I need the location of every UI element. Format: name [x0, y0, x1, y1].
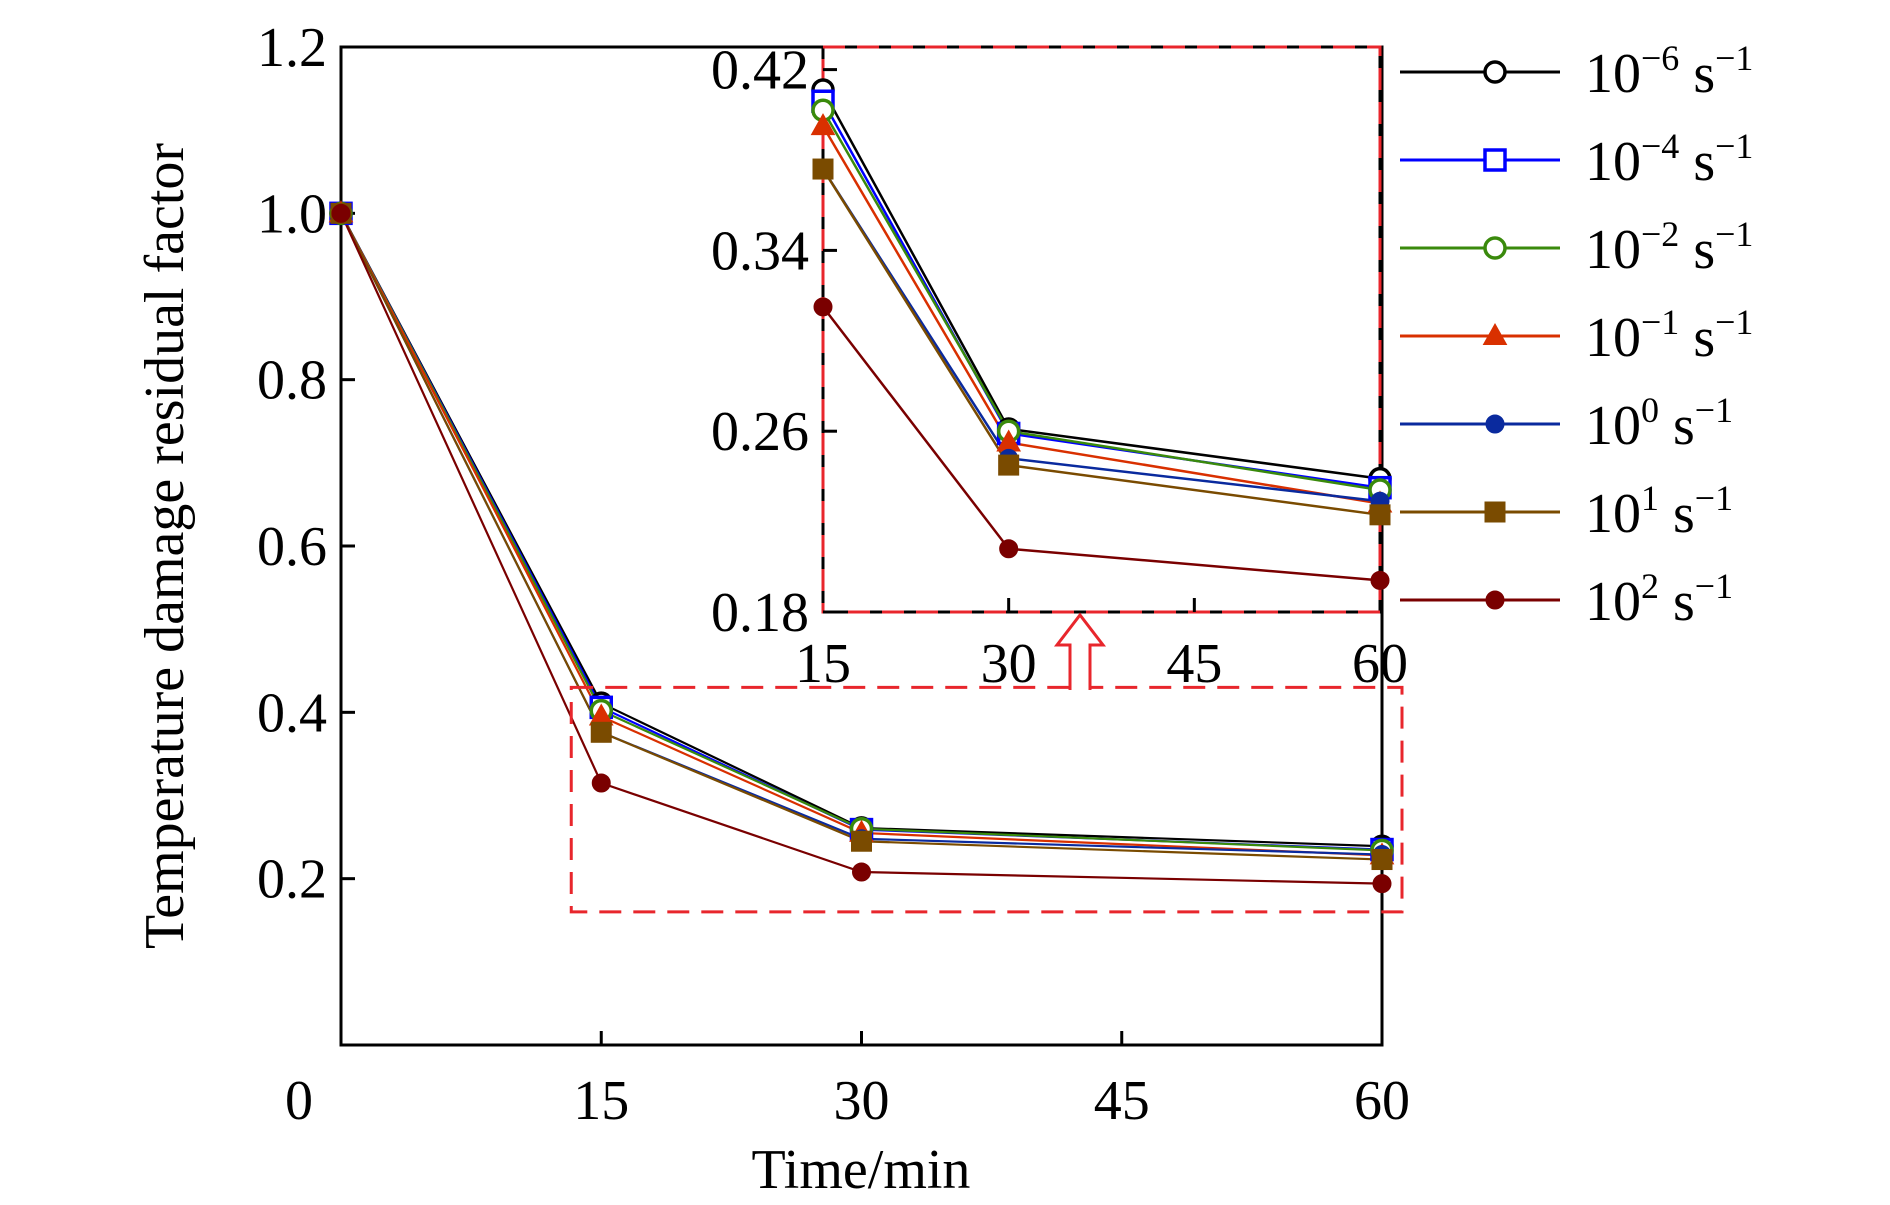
legend-label: 102 s−1 — [1585, 566, 1733, 633]
inset-x-tick-label: 15 — [795, 633, 851, 695]
main-y-axis: 0.2 0.4 0.6 0.8 1.0 1.2 — [257, 17, 355, 911]
inset-highlight-frame — [821, 45, 1382, 614]
legend-item-1: 10−4 s−1 — [1400, 126, 1753, 193]
series-line-3 — [340, 212, 1383, 857]
inset-series-group — [810, 78, 1393, 590]
main-x-axis: 0 15 30 45 60 — [285, 1031, 1410, 1132]
data-point-circle — [999, 539, 1019, 559]
series-path — [339, 212, 1383, 885]
inset-series-markers-5 — [812, 158, 1391, 526]
main-plot: 0.2 0.4 0.6 0.8 1.0 1.2 0 15 30 45 60 — [257, 17, 1410, 1132]
inset-x-tick-label: 45 — [1166, 633, 1222, 695]
legend-label: 10−4 s−1 — [1585, 126, 1753, 193]
inset-plot-background — [823, 47, 1380, 612]
x-tick-label: 45 — [1094, 1070, 1150, 1132]
series-line-2 — [340, 212, 1383, 852]
zoom-region-box — [569, 685, 1404, 914]
data-point-circle — [591, 773, 611, 793]
legend-label: 10−1 s−1 — [1585, 302, 1753, 369]
y-tick-label: 0.8 — [257, 350, 327, 412]
series-path — [340, 212, 1383, 861]
series-line-5 — [340, 212, 1383, 861]
data-point-circle-open — [1483, 60, 1507, 84]
inset-x-tick-label: 30 — [981, 633, 1037, 695]
series-line-6 — [339, 212, 1383, 885]
data-point-triangle — [1482, 322, 1508, 345]
data-point-circle — [1485, 414, 1505, 434]
legend: 10−6 s−1 10−4 s−1 10−2 s−1 10−1 s−1 100 s−1 1… — [1400, 38, 1753, 633]
legend-label: 101 s−1 — [1585, 478, 1733, 545]
y-tick-label: 1.2 — [257, 17, 327, 79]
inset-y-tick-label: 0.18 — [711, 582, 809, 644]
data-point-square — [1369, 504, 1391, 526]
data-point-square — [1371, 849, 1393, 871]
legend-label: 10−6 s−1 — [1585, 38, 1753, 105]
legend-label: 100 s−1 — [1585, 390, 1733, 457]
y-tick-label: 1.0 — [257, 183, 327, 245]
x-axis-title: Time/min — [752, 1139, 971, 1201]
x-tick-label: 15 — [573, 1070, 629, 1132]
data-point-circle — [1372, 874, 1392, 894]
data-point-circle — [813, 297, 833, 317]
data-point-circle-open — [1483, 236, 1507, 260]
legend-item-3: 10−1 s−1 — [1400, 302, 1753, 369]
inset-series-markers-6 — [813, 297, 1390, 590]
x-tick-label: 60 — [1354, 1070, 1410, 1132]
inset-x-tick-label: 60 — [1352, 633, 1408, 695]
inset-plot: 0.18 0.26 0.34 0.42 15 30 45 60 — [711, 40, 1408, 695]
legend-item-6: 102 s−1 — [1400, 566, 1733, 633]
y-tick-label: 0.4 — [257, 682, 327, 744]
data-point-circle — [1485, 590, 1505, 610]
series-path — [340, 212, 1383, 857]
y-tick-label: 0.2 — [257, 849, 327, 911]
legend-label: 10−2 s−1 — [1585, 214, 1753, 281]
data-point-square-open — [1483, 148, 1507, 172]
data-point-square — [812, 158, 834, 180]
data-point-circle — [331, 203, 351, 223]
inset-y-tick-label: 0.42 — [711, 40, 809, 102]
data-point-circle — [852, 862, 871, 882]
data-point-square — [1484, 501, 1506, 523]
data-point-triangle — [810, 113, 836, 136]
inset-y-tick-label: 0.26 — [711, 401, 809, 463]
x-tick-label: 30 — [834, 1070, 890, 1132]
series-markers-6 — [331, 203, 1392, 894]
data-point-square — [998, 454, 1020, 476]
legend-item-5: 101 s−1 — [1400, 478, 1733, 545]
inset-x-axis: 15 30 45 60 — [795, 598, 1408, 695]
inset-y-tick-label: 0.34 — [711, 220, 809, 282]
x-tick-label: 0 — [285, 1070, 313, 1132]
legend-item-2: 10−2 s−1 — [1400, 214, 1753, 281]
data-point-square — [590, 721, 612, 743]
series-path — [340, 212, 1383, 852]
legend-item-0: 10−6 s−1 — [1400, 38, 1753, 105]
zoom-arrow-icon — [1053, 612, 1107, 690]
inset-y-axis: 0.18 0.26 0.34 0.42 — [711, 40, 837, 644]
y-tick-label: 0.6 — [257, 516, 327, 578]
legend-item-4: 100 s−1 — [1400, 390, 1733, 457]
data-point-square — [851, 830, 872, 852]
y-axis-title: Temperature damage residual factor — [134, 143, 196, 949]
data-point-circle — [1370, 570, 1390, 590]
main-series-group — [328, 200, 1395, 894]
